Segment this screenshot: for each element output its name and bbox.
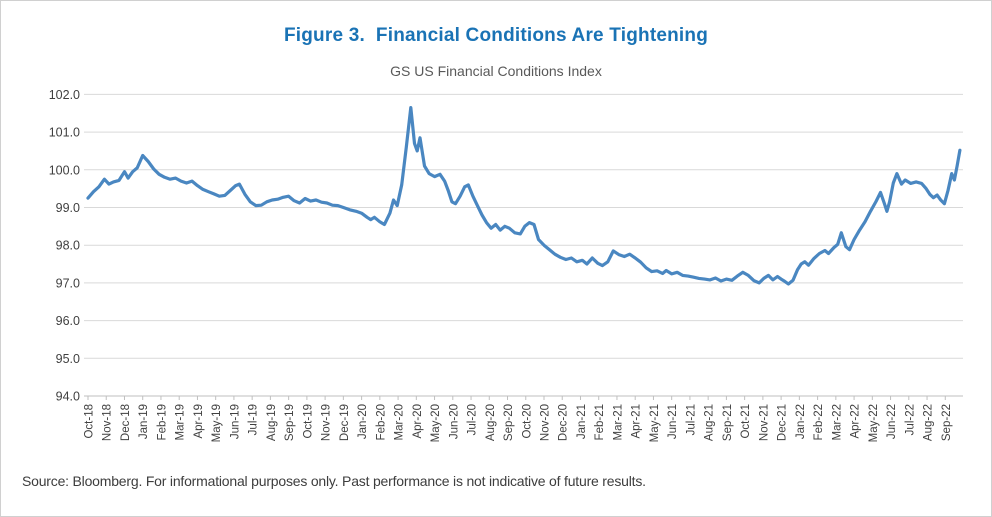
- x-axis-label: Jan-20: [357, 404, 369, 439]
- x-axis-label: Jul-19: [248, 404, 260, 435]
- x-axis-label: Oct-19: [302, 404, 314, 439]
- y-axis-label: 96.0: [56, 314, 80, 328]
- x-axis-label: Jun-20: [448, 404, 460, 439]
- x-axis-label: Dec-19: [339, 404, 351, 441]
- x-axis-label: Aug-22: [923, 404, 935, 441]
- x-axis-label: May-22: [868, 404, 880, 442]
- y-axis-label: 102.0: [49, 88, 80, 102]
- x-axis-label: Mar-22: [831, 404, 843, 440]
- x-axis-label: Nov-19: [321, 404, 333, 441]
- line-chart: 102.0 101.0 100.0 99.0 98.0 97.0 96.0 95.0 94.0 O…: [49, 88, 963, 442]
- y-axis-label: 95.0: [56, 352, 80, 366]
- x-axis-label: Jun-21: [667, 404, 679, 439]
- x-axis-label: Apr-21: [631, 404, 643, 439]
- x-axis-label: Jul-21: [685, 404, 697, 435]
- figure-title: Figure 3. Financial Conditions Are Tight…: [283, 25, 709, 46]
- x-axis-label: Oct-20: [521, 404, 533, 439]
- x-axis-label: Apr-19: [193, 404, 205, 439]
- x-axis-label: Jul-20: [467, 404, 479, 435]
- y-axis-label: 94.0: [56, 390, 80, 404]
- x-axis-label: Sep-19: [284, 404, 296, 441]
- x-axis-label: Apr-20: [412, 404, 424, 439]
- x-axis-label: May-20: [430, 404, 442, 442]
- x-axis-label: Nov-21: [758, 404, 770, 441]
- chart-subtitle: GS US Financial Conditions Index: [390, 63, 602, 79]
- x-axis-label: May-19: [211, 404, 223, 442]
- x-axis-label: Jan-19: [138, 404, 150, 439]
- x-axis-label: Sep-21: [722, 404, 734, 441]
- x-axis-label: Dec-20: [558, 404, 570, 441]
- x-axis-label: Oct-18: [84, 404, 96, 439]
- x-axis-label: Jul-22: [904, 404, 916, 435]
- x-axis-label: Sep-20: [503, 404, 515, 441]
- x-axis-label: Mar-20: [394, 404, 406, 440]
- x-axis-label: Feb-22: [813, 404, 825, 440]
- y-axis-label: 100.0: [49, 163, 80, 177]
- x-axis-label: Jun-19: [229, 404, 241, 439]
- x-axis-label: Feb-19: [156, 404, 168, 440]
- x-axis-label: Feb-20: [375, 404, 387, 440]
- x-axis-label: Oct-21: [740, 404, 752, 439]
- x-axis-label: Dec-18: [120, 404, 132, 441]
- y-axis-label: 98.0: [56, 239, 80, 253]
- x-axis-label: Nov-18: [102, 404, 114, 441]
- y-axis-label: 99.0: [56, 201, 80, 215]
- x-axis-label: Aug-20: [485, 404, 497, 441]
- x-axis-label: Mar-21: [612, 404, 624, 440]
- x-axis-label: Apr-22: [850, 404, 862, 439]
- series-line: [86, 105, 962, 286]
- x-axis-label: Jan-21: [576, 404, 588, 439]
- y-axis-label: 101.0: [49, 126, 80, 140]
- x-axis-label: Dec-21: [777, 404, 789, 441]
- source-note: Source: Bloomberg. For informational pur…: [22, 473, 646, 489]
- x-axis-label: May-21: [649, 404, 661, 442]
- x-axis-label: Sep-22: [941, 404, 953, 441]
- y-axis-label: 97.0: [56, 276, 80, 290]
- x-axis-label: Feb-21: [594, 404, 606, 440]
- x-axis-label: Nov-20: [540, 404, 552, 441]
- x-axis-label: Jun-22: [886, 404, 898, 439]
- x-axis-label: Aug-19: [266, 404, 278, 441]
- x-axis-label: Aug-21: [704, 404, 716, 441]
- x-axis-label: Jan-22: [795, 404, 807, 439]
- x-axis-label: Mar-19: [175, 404, 187, 440]
